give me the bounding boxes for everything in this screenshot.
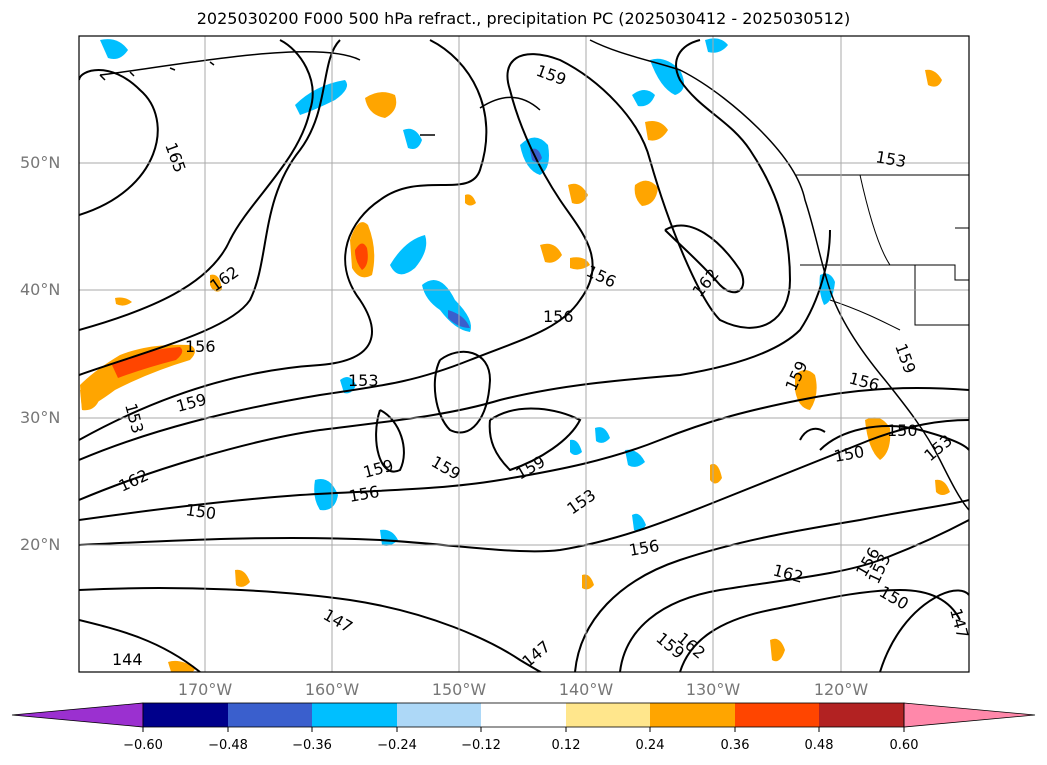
- contour-label: 159: [891, 341, 919, 376]
- lon-label: 170°W: [177, 680, 233, 699]
- contour-label: 150: [887, 421, 918, 440]
- contour-label: 159: [534, 61, 569, 89]
- contour-label: 153: [121, 401, 147, 435]
- gridlines: [79, 36, 969, 672]
- plot-frame: [78, 35, 970, 673]
- colorbar-tick-label: 0.24: [635, 738, 665, 753]
- colorbar-tick-label: 0.48: [804, 738, 834, 753]
- contour-label: 162: [771, 561, 805, 587]
- colorbar-tick-label: −0.48: [208, 738, 248, 753]
- contour-label: 162: [689, 265, 723, 301]
- coastlines: [99, 39, 969, 511]
- lon-label: 130°W: [685, 680, 741, 699]
- lon-label: 140°W: [558, 680, 614, 699]
- contour-label: 153: [563, 485, 599, 518]
- contour-label: 153: [874, 147, 907, 171]
- lat-label: 30°N: [20, 408, 61, 427]
- lon-label: 120°W: [813, 680, 869, 699]
- colorbar-tick-label: −0.60: [123, 738, 163, 753]
- contour-label: 162: [116, 465, 152, 495]
- lon-label: 160°W: [304, 680, 360, 699]
- contour-label: 150: [832, 442, 865, 466]
- colorbar-extend-high: [903, 702, 1036, 728]
- contour-label: 159: [361, 456, 395, 482]
- contour-label: 147: [518, 637, 554, 671]
- map-title: 2025030200 F000 500 hPa refract., precip…: [196, 9, 851, 28]
- lon-label: 150°W: [431, 680, 487, 699]
- contour-label: 144: [112, 650, 143, 669]
- political-borders: [795, 174, 969, 331]
- contour-label: 150: [184, 500, 217, 523]
- contour-label: 156: [347, 482, 380, 506]
- colorbar-tick-label: 0.36: [720, 738, 750, 753]
- contour-label: 165: [161, 140, 189, 175]
- precip-shading: [80, 38, 950, 672]
- contour-label: 147: [320, 605, 356, 637]
- lat-label: 50°N: [20, 153, 61, 172]
- contour-label: 156: [627, 536, 660, 560]
- contour-label: 159: [513, 452, 549, 484]
- contour-label: 156: [185, 337, 216, 356]
- colorbar-tick-label: −0.12: [461, 738, 501, 753]
- colorbar-tick-label: −0.36: [292, 738, 332, 753]
- colorbar-tick-label: 0.12: [551, 738, 581, 753]
- colorbar: [11, 702, 1036, 732]
- colorbar-tick-label: 0.60: [889, 738, 919, 753]
- contour-label: 156: [543, 307, 574, 326]
- refractivity-contours: [79, 39, 969, 672]
- colorbar-tick-label: −0.24: [377, 738, 417, 753]
- lat-label: 20°N: [20, 535, 61, 554]
- lat-label: 40°N: [20, 280, 61, 299]
- colorbar-extend-low: [11, 702, 144, 728]
- contour-label: 153: [348, 371, 379, 390]
- contour-label: 147: [946, 606, 972, 640]
